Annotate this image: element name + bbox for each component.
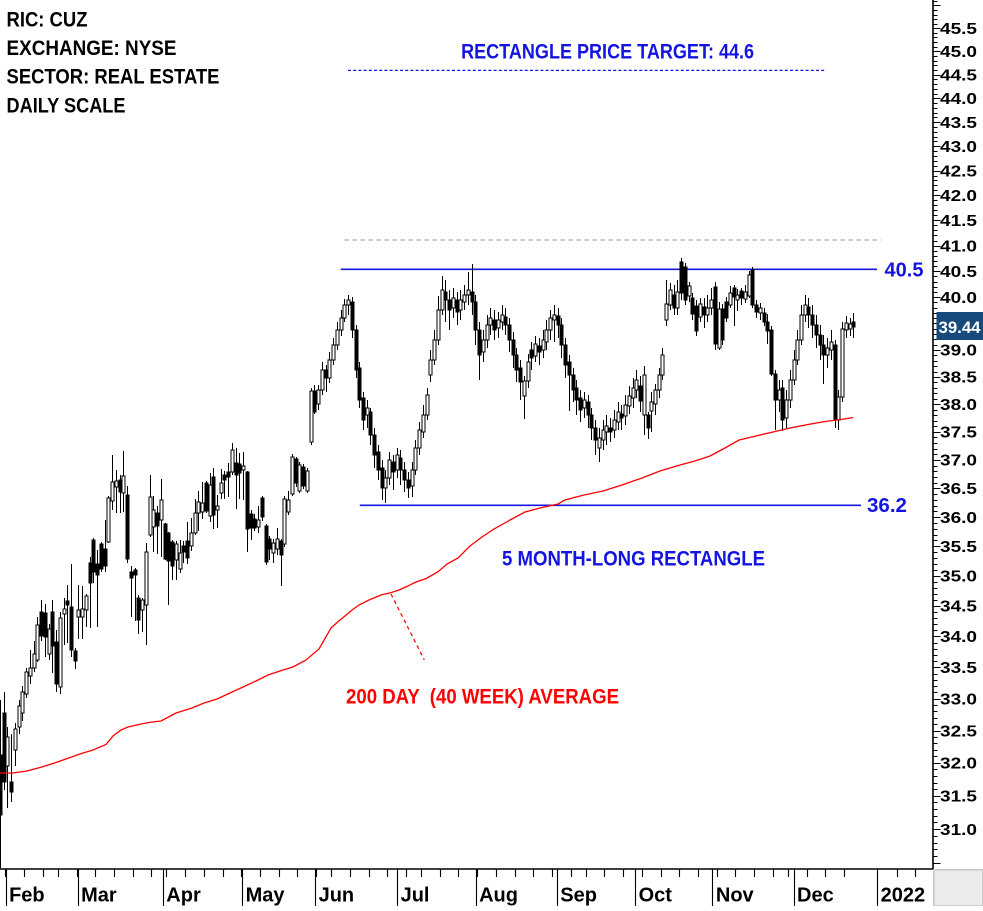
svg-text:40.0: 40.0 (940, 290, 977, 307)
svg-text:43.0: 43.0 (940, 139, 977, 156)
svg-text:39.0: 39.0 (940, 343, 977, 360)
svg-text:SECTOR: REAL ESTATE: SECTOR: REAL ESTATE (7, 65, 220, 89)
svg-text:DAILY SCALE: DAILY SCALE (7, 93, 126, 117)
svg-text:37.5: 37.5 (940, 425, 977, 442)
svg-text:36.2: 36.2 (867, 495, 907, 517)
svg-text:RECTANGLE PRICE TARGET: 44.6: RECTANGLE PRICE TARGET: 44.6 (461, 41, 754, 64)
svg-text:32.5: 32.5 (940, 723, 977, 740)
svg-text:34.5: 34.5 (940, 599, 977, 616)
svg-text:Mar: Mar (81, 885, 117, 907)
svg-text:Oct: Oct (639, 885, 673, 907)
svg-text:44.5: 44.5 (940, 67, 977, 84)
svg-text:Jul: Jul (401, 885, 430, 907)
svg-text:44.0: 44.0 (940, 91, 977, 108)
svg-text:May: May (246, 885, 286, 907)
svg-text:38.0: 38.0 (940, 397, 977, 414)
svg-text:31.5: 31.5 (940, 788, 977, 805)
svg-text:33.0: 33.0 (940, 691, 977, 708)
svg-text:EXCHANGE: NYSE: EXCHANGE: NYSE (7, 36, 177, 60)
svg-text:40.5: 40.5 (885, 260, 924, 282)
svg-text:41.0: 41.0 (940, 238, 977, 255)
svg-text:33.5: 33.5 (940, 660, 977, 677)
svg-text:45.5: 45.5 (940, 21, 977, 38)
svg-text:2022: 2022 (881, 885, 926, 907)
svg-text:Feb: Feb (9, 885, 45, 907)
svg-text:200 DAY (40 WEEK) AVERAGE: 200 DAY (40 WEEK) AVERAGE (346, 686, 619, 709)
svg-text:RIC: CUZ: RIC: CUZ (7, 8, 88, 32)
svg-text:Jun: Jun (319, 885, 355, 907)
svg-text:45.0: 45.0 (940, 44, 977, 61)
svg-text:43.5: 43.5 (940, 115, 977, 132)
svg-text:41.5: 41.5 (940, 213, 977, 230)
svg-text:36.0: 36.0 (940, 510, 977, 527)
svg-text:34.0: 34.0 (940, 629, 977, 646)
svg-text:32.0: 32.0 (940, 756, 977, 773)
svg-text:35.5: 35.5 (940, 539, 977, 556)
svg-text:42.0: 42.0 (940, 188, 977, 205)
svg-text:31.0: 31.0 (940, 822, 977, 839)
svg-text:35.0: 35.0 (940, 569, 977, 586)
svg-text:42.5: 42.5 (940, 163, 977, 180)
svg-text:39.44: 39.44 (939, 319, 982, 337)
svg-text:Nov: Nov (716, 885, 755, 907)
svg-text:Aug: Aug (479, 885, 518, 907)
svg-text:5 MONTH-LONG RECTANGLE: 5 MONTH-LONG RECTANGLE (502, 548, 765, 571)
svg-text:36.5: 36.5 (940, 481, 977, 498)
svg-text:Dec: Dec (797, 885, 834, 907)
svg-text:38.5: 38.5 (940, 370, 977, 387)
svg-text:37.0: 37.0 (940, 453, 977, 470)
svg-text:Apr: Apr (166, 885, 201, 907)
svg-text:Sep: Sep (560, 885, 597, 907)
svg-text:40.5: 40.5 (940, 264, 977, 281)
